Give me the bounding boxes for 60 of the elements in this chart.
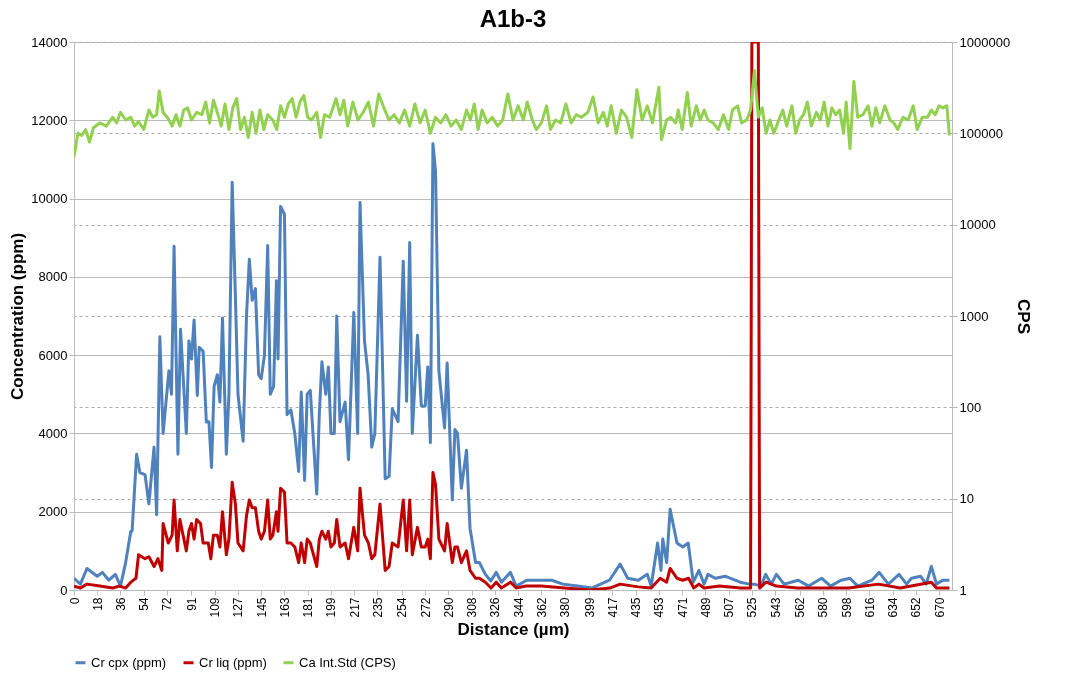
y-tick-label: 14000 <box>31 34 68 50</box>
x-tick-label: 562 <box>793 597 808 618</box>
y2-tick-label: 10000 <box>959 217 996 233</box>
y-tick-label: 2000 <box>38 504 68 520</box>
x-tick-label: 181 <box>301 597 316 618</box>
x-tick-label: 652 <box>909 597 924 618</box>
y-tick-label: 4000 <box>38 425 68 441</box>
x-tick-label: 380 <box>558 597 573 618</box>
x-tick-label: 326 <box>488 597 503 618</box>
x-tick-label: 453 <box>652 597 667 618</box>
y2-tick-label: 1000000 <box>959 34 1011 50</box>
x-tick-label: 54 <box>137 597 152 611</box>
y-tick-label: 12000 <box>31 112 68 128</box>
x-tick-label: 235 <box>370 597 385 618</box>
x-tick-label: 580 <box>816 597 831 618</box>
x-tick-label: 163 <box>277 597 292 618</box>
x-tick-label: 199 <box>324 597 339 618</box>
x-tick-label: 489 <box>698 597 713 618</box>
x-tick-label: 290 <box>441 597 456 618</box>
y2-tick-label: 100 <box>959 399 982 415</box>
x-tick-label: 254 <box>395 597 410 618</box>
x-tick-label: 616 <box>862 597 877 618</box>
x-tick-label: 72 <box>160 597 175 611</box>
y-tick-label: 0 <box>60 582 68 598</box>
x-tick-label: 435 <box>629 597 644 618</box>
x-tick-label: 525 <box>745 597 760 618</box>
x-tick-label: 344 <box>511 597 526 618</box>
chart-title: A1b-3 <box>479 5 547 32</box>
x-tick-label: 362 <box>534 597 549 618</box>
y2-tick-label: 1 <box>959 582 967 598</box>
x-axis-title: Distance (µm) <box>457 619 570 639</box>
y-tick-label: 10000 <box>31 191 68 207</box>
x-tick-label: 399 <box>582 597 597 618</box>
x-tick-label: 0 <box>67 597 82 605</box>
x-tick-label: 308 <box>465 597 480 618</box>
x-tick-label: 543 <box>768 597 783 618</box>
x-tick-label: 145 <box>254 597 269 618</box>
x-tick-label: 217 <box>347 597 362 618</box>
x-tick-label: 36 <box>113 597 128 611</box>
y-tick-label: 6000 <box>38 347 68 363</box>
y2-tick-label: 10 <box>959 491 974 507</box>
x-tick-label: 634 <box>886 597 901 618</box>
y2-axis-title: CPS <box>1014 299 1034 334</box>
x-tick-label: 18 <box>90 597 105 611</box>
legend-label: Cr cpx (ppm) <box>91 654 167 670</box>
x-tick-label: 417 <box>605 597 620 618</box>
x-tick-label: 598 <box>839 597 854 618</box>
y2-tick-label: 1000 <box>959 308 989 324</box>
x-tick-label: 127 <box>231 597 246 618</box>
x-tick-label: 670 <box>932 597 947 618</box>
y-tick-label: 8000 <box>38 269 68 285</box>
legend-label: Ca Int.Std (CPS) <box>299 654 396 670</box>
x-tick-label: 471 <box>675 597 690 618</box>
x-tick-label: 109 <box>208 597 223 618</box>
x-tick-label: 272 <box>418 597 433 618</box>
y2-tick-label: 100000 <box>959 125 1003 141</box>
legend-label: Cr liq (ppm) <box>199 654 267 670</box>
y-axis-title: Concentration (ppm) <box>8 232 28 401</box>
x-tick-label: 91 <box>185 597 199 611</box>
x-tick-label: 507 <box>722 597 737 618</box>
